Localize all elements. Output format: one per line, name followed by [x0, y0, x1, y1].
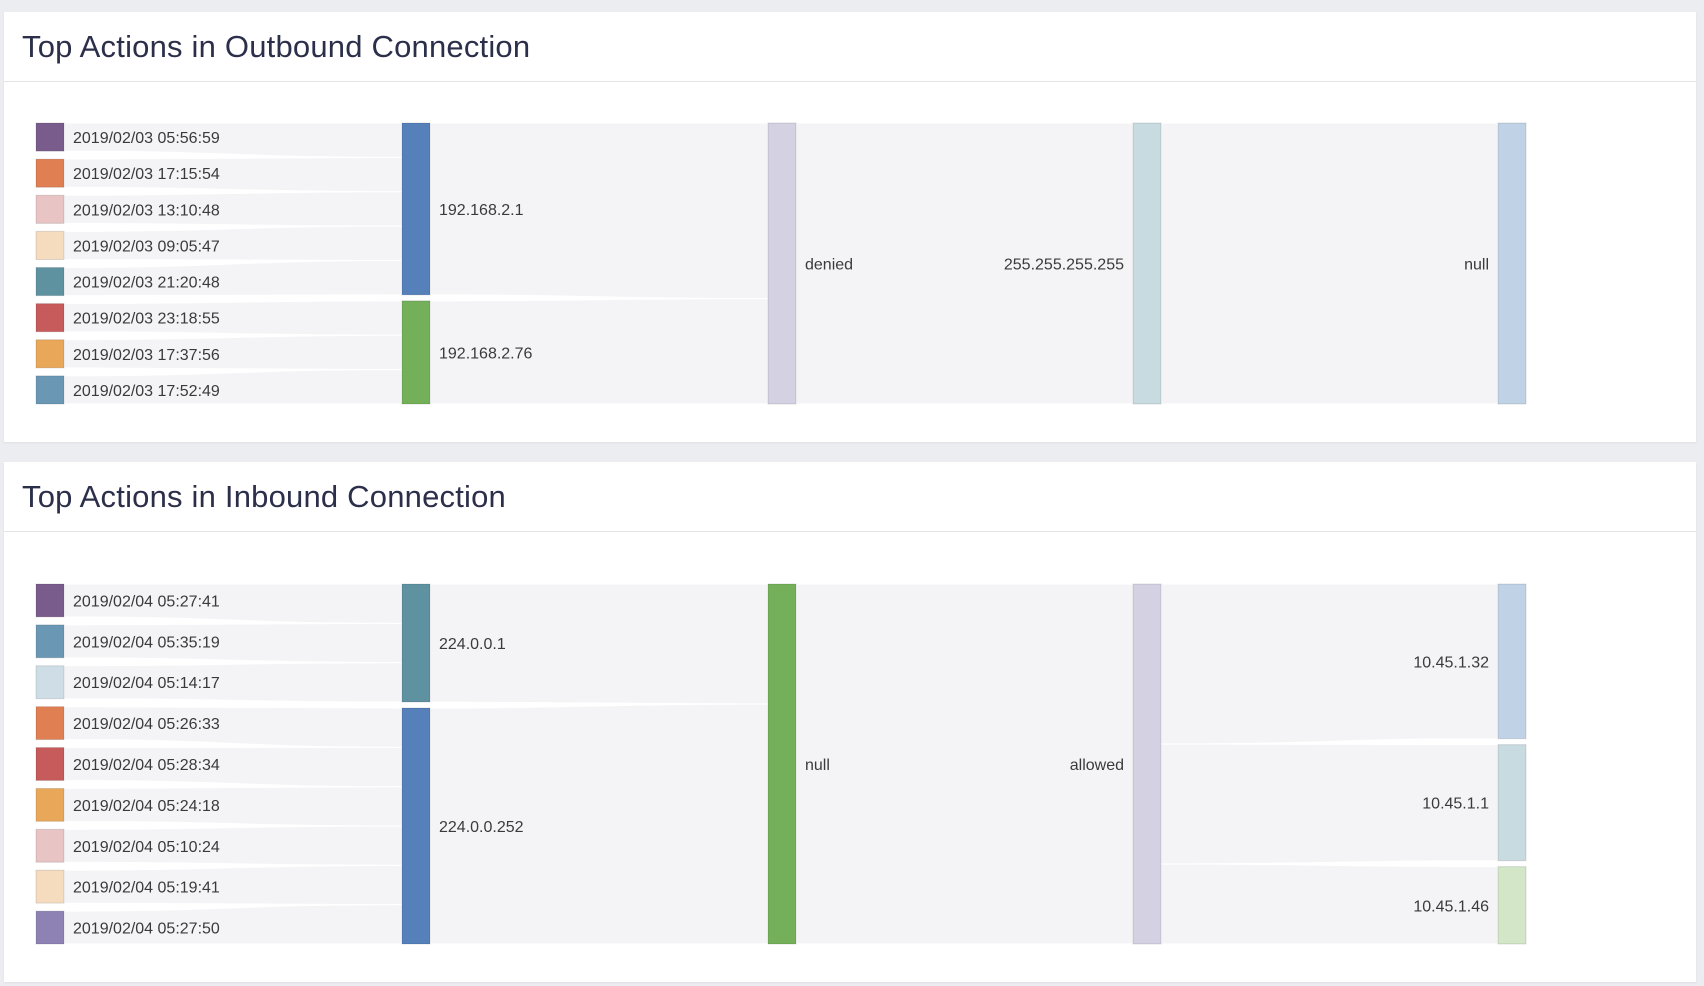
sankey-node-label: 2019/02/03 13:10:48 — [73, 202, 220, 219]
outbound-panel-header: Top Actions in Outbound Connection — [4, 12, 1696, 82]
sankey-node-2019-02-03-05-56-59[interactable] — [35, 122, 65, 152]
sankey-node-224-0-0-1[interactable] — [401, 583, 431, 703]
sankey-links — [63, 583, 1499, 945]
sankey-node-label: 2019/02/04 05:35:19 — [73, 634, 220, 651]
sankey-node-label: 2019/02/03 17:37:56 — [73, 347, 220, 364]
sankey-node-label: 255.255.255.255 — [1004, 257, 1124, 274]
sankey-node-192-168-2-76[interactable] — [401, 300, 431, 405]
sankey-node-label: 2019/02/03 09:05:47 — [73, 238, 220, 255]
sankey-node-2019-02-03-17-15-54[interactable] — [35, 158, 65, 188]
sankey-node-label: 10.45.1.1 — [1422, 796, 1489, 813]
inbound-panel: Top Actions in Inbound Connection 2019/0… — [4, 462, 1696, 982]
sankey-node-2019-02-04-05-10-24[interactable] — [35, 828, 65, 863]
sankey-node-10-45-1-32[interactable] — [1497, 583, 1527, 740]
sankey-node-2019-02-04-05-35-19[interactable] — [35, 624, 65, 659]
sankey-link-255-255-255-255-to-null[interactable] — [1160, 122, 1499, 405]
sankey-node-10-45-1-1[interactable] — [1497, 744, 1527, 862]
sankey-node-label: 224.0.0.1 — [439, 636, 506, 653]
sankey-node-2019-02-04-05-26-33[interactable] — [35, 706, 65, 741]
sankey-node-label: 2019/02/04 05:26:33 — [73, 716, 220, 733]
sankey-node-label: allowed — [1070, 757, 1124, 774]
sankey-node-denied[interactable] — [767, 122, 797, 405]
sankey-node-224-0-0-252[interactable] — [401, 707, 431, 945]
outbound-panel-title: Top Actions in Outbound Connection — [22, 29, 531, 64]
sankey-node-label: 192.168.2.1 — [439, 202, 524, 219]
sankey-node-label: 10.45.1.32 — [1413, 654, 1489, 671]
sankey-node-label: 192.168.2.76 — [439, 345, 533, 362]
sankey-node-label: 2019/02/03 17:15:54 — [73, 166, 220, 183]
sankey-nodes: 2019/02/04 05:27:41 2019/02/04 05:35:19 20… — [35, 583, 1527, 945]
outbound-panel: Top Actions in Outbound Connection 2019/… — [4, 12, 1696, 442]
sankey-node-label: 10.45.1.46 — [1413, 898, 1489, 915]
sankey-link-allowed-to-10-45-1-1[interactable] — [1160, 743, 1499, 865]
sankey-node-2019-02-04-05-27-50[interactable] — [35, 910, 65, 945]
sankey-node-192-168-2-1[interactable] — [401, 122, 431, 296]
sankey-node-2019-02-03-17-37-56[interactable] — [35, 339, 65, 369]
sankey-node-2019-02-04-05-24-18[interactable] — [35, 787, 65, 822]
sankey-node-10-45-1-46[interactable] — [1497, 866, 1527, 945]
sankey-node-label: null — [1464, 257, 1489, 274]
outbound-sankey-chart: 2019/02/03 05:56:59 2019/02/03 17:15:54 20… — [35, 122, 1527, 405]
sankey-node-label: null — [805, 757, 830, 774]
sankey-node-allowed[interactable] — [1132, 583, 1162, 945]
sankey-node-label: 2019/02/04 05:14:17 — [73, 675, 220, 692]
sankey-node-null[interactable] — [1497, 122, 1527, 405]
inbound-sankey-chart: 2019/02/04 05:27:41 2019/02/04 05:35:19 20… — [35, 583, 1527, 945]
sankey-nodes: 2019/02/03 05:56:59 2019/02/03 17:15:54 20… — [35, 122, 1527, 405]
sankey-node-label: 2019/02/04 05:24:18 — [73, 798, 220, 815]
sankey-node-2019-02-04-05-28-34[interactable] — [35, 747, 65, 781]
sankey-node-2019-02-03-17-52-49[interactable] — [35, 375, 65, 405]
sankey-link-allowed-to-10-45-1-32[interactable] — [1160, 583, 1499, 745]
sankey-node-null[interactable] — [767, 583, 797, 945]
sankey-node-2019-02-04-05-27-41[interactable] — [35, 583, 65, 618]
sankey-node-label: denied — [805, 257, 853, 274]
sankey-node-label: 2019/02/04 05:27:41 — [73, 593, 220, 610]
sankey-node-label: 2019/02/04 05:27:50 — [73, 921, 220, 938]
inbound-panel-title: Top Actions in Inbound Connection — [22, 479, 506, 514]
sankey-node-2019-02-03-21-20-48[interactable] — [35, 267, 65, 297]
sankey-node-2019-02-03-13-10-48[interactable] — [35, 194, 65, 224]
sankey-node-2019-02-03-23-18-55[interactable] — [35, 303, 65, 333]
sankey-links — [63, 122, 1499, 405]
inbound-panel-header: Top Actions in Inbound Connection — [4, 462, 1696, 532]
sankey-node-label: 2019/02/04 05:28:34 — [73, 757, 220, 774]
sankey-node-255-255-255-255[interactable] — [1132, 122, 1162, 405]
sankey-node-label: 2019/02/04 05:19:41 — [73, 880, 220, 897]
sankey-node-2019-02-04-05-14-17[interactable] — [35, 665, 65, 700]
sankey-node-label: 2019/02/03 23:18:55 — [73, 311, 220, 328]
sankey-node-label: 2019/02/03 05:56:59 — [73, 130, 220, 147]
sankey-node-label: 2019/02/03 17:52:49 — [73, 383, 220, 400]
sankey-node-2019-02-04-05-19-41[interactable] — [35, 869, 65, 904]
sankey-node-label: 2019/02/04 05:10:24 — [73, 839, 220, 856]
sankey-node-label: 2019/02/03 21:20:48 — [73, 275, 220, 292]
sankey-node-2019-02-03-09-05-47[interactable] — [35, 230, 65, 260]
sankey-node-label: 224.0.0.252 — [439, 819, 524, 836]
